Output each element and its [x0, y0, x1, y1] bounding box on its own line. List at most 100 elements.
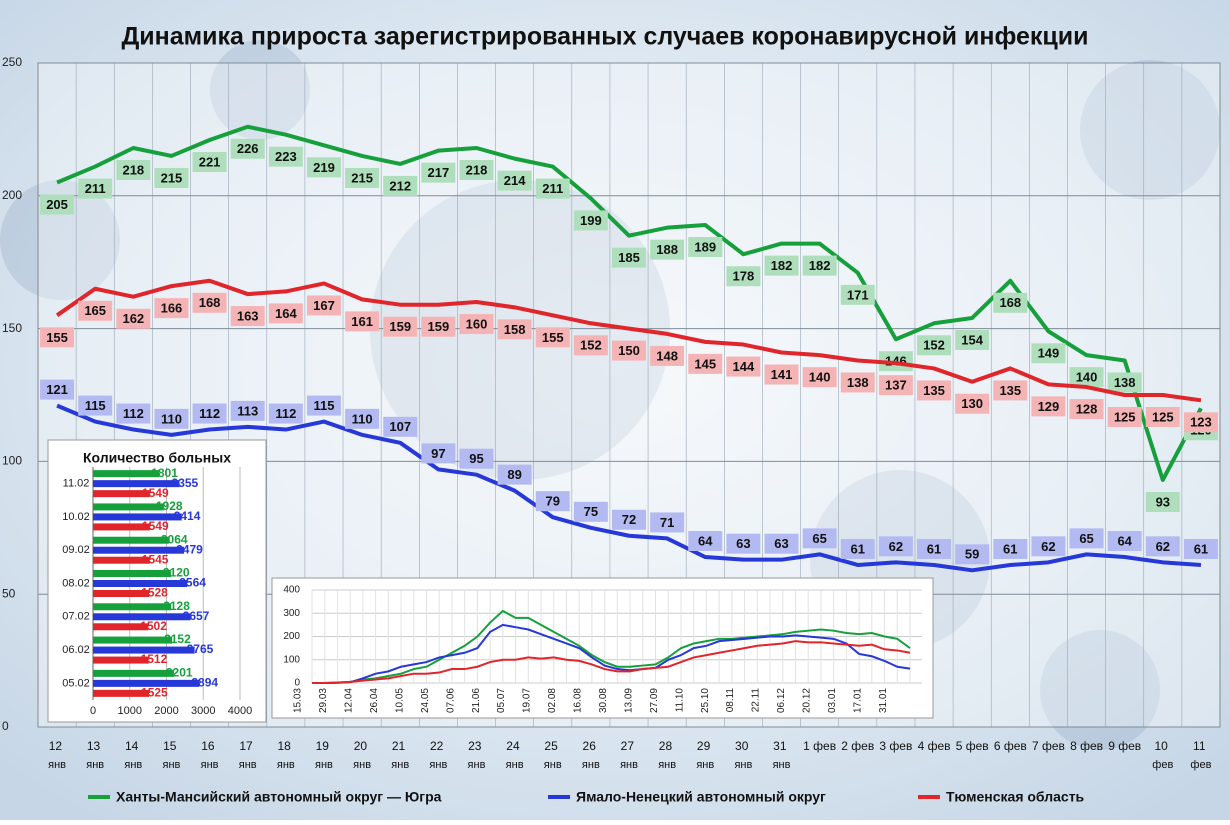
bar: [93, 646, 195, 654]
x-tick-label: 12.04: [344, 688, 355, 713]
data-label-bg: [650, 239, 685, 260]
data-label: 63: [774, 536, 788, 551]
data-label-box: [268, 146, 303, 167]
x-tick-label-line: янв: [734, 759, 752, 771]
y-tick-label: 400: [283, 585, 300, 596]
x-tick-label: 10.05: [394, 688, 405, 713]
x-tick-label-line: 27: [621, 739, 638, 753]
data-label-bg: [345, 408, 380, 429]
data-label-box: [840, 284, 875, 305]
series-line: [312, 623, 911, 684]
data-label-box: [1107, 407, 1142, 427]
data-label-bg: [306, 157, 341, 178]
data-label: 112: [123, 406, 144, 421]
bar: [93, 480, 180, 488]
x-tick-label-line: янв: [391, 759, 409, 771]
data-label: 112: [275, 406, 296, 421]
x-tick-label-line: янв: [658, 759, 676, 771]
x-tick-label-line: янв: [124, 759, 142, 771]
data-label: 165: [84, 303, 106, 318]
data-label-box: [1145, 536, 1180, 557]
data-label-bg: [192, 152, 227, 173]
data-label: 129: [1038, 399, 1060, 414]
data-label: 162: [122, 311, 144, 326]
data-label: 110: [161, 411, 182, 426]
data-label: 148: [656, 348, 678, 363]
data-label: 112: [199, 406, 220, 421]
data-label-bg: [116, 403, 151, 424]
data-label: 138: [1114, 375, 1136, 390]
bar: [93, 669, 174, 677]
data-label-bg: [726, 533, 761, 554]
bar: [93, 603, 172, 611]
data-label-bg: [878, 375, 913, 396]
data-label-bg: [383, 416, 418, 437]
x-tick-label: 9 фев: [1108, 739, 1141, 753]
bar: [93, 546, 185, 554]
data-label: 188: [656, 242, 678, 257]
data-label-bg: [993, 380, 1028, 401]
data-label: 159: [428, 319, 450, 334]
x-tick-label: 1000: [118, 705, 142, 717]
data-label-box: [650, 512, 685, 533]
data-label-box: [573, 501, 608, 522]
data-label-box: [764, 364, 799, 385]
bar: [93, 556, 150, 564]
x-tick-label-line: 12: [49, 739, 66, 753]
data-label-box: [878, 375, 913, 396]
x-tick-label: 13.09: [623, 688, 634, 713]
y-tick-label: 05.02: [62, 677, 90, 689]
x-tick-label: 11.10: [674, 688, 685, 713]
data-label-box: [40, 194, 75, 215]
data-label-bg: [955, 544, 990, 565]
x-tick-label-line: 25: [544, 739, 561, 753]
data-label: 164: [275, 306, 297, 321]
data-label-bg: [383, 175, 418, 196]
data-label-bg: [802, 528, 837, 549]
x-tick-label: 20 янв: [353, 739, 371, 771]
bar: [93, 636, 173, 644]
data-label-box: [345, 408, 380, 429]
data-label-box: [459, 314, 494, 335]
x-tick-label: 23 янв: [468, 739, 486, 771]
data-label: 79: [546, 494, 560, 509]
series-line: [55, 278, 1202, 403]
data-label-bg: [573, 501, 608, 522]
data-label-bg: [955, 329, 990, 350]
data-label-box: [268, 303, 303, 324]
data-label-bg: [993, 292, 1028, 313]
data-label-bg: [1031, 396, 1066, 417]
data-label: 221: [199, 154, 221, 169]
data-label-bg: [917, 538, 952, 559]
data-label-box: [497, 319, 532, 340]
data-label-box: [993, 538, 1028, 559]
y-tick-label: 200: [2, 188, 22, 202]
data-label: 2064: [161, 532, 188, 546]
data-label-box: [268, 403, 303, 424]
y-tick-label: 08.02: [62, 577, 90, 589]
data-label-bg: [78, 395, 113, 416]
data-label-box: [993, 292, 1028, 313]
data-label-bg: [802, 255, 837, 276]
y-tick-label: 11.02: [63, 478, 90, 490]
data-label: 135: [999, 383, 1021, 398]
data-label: 2201: [166, 666, 193, 680]
data-label: 107: [389, 419, 411, 434]
data-label: 71: [660, 515, 674, 530]
x-tick-label-line: янв: [468, 759, 486, 771]
data-label-box: [840, 372, 875, 393]
data-label: 217: [428, 165, 450, 180]
data-label-box: [573, 210, 608, 231]
x-tick-label: 29 янв: [696, 739, 714, 771]
x-tick-label-line: янв: [48, 759, 66, 771]
y-tick-label: 150: [2, 321, 22, 335]
data-label: 125: [1152, 409, 1174, 424]
data-label-box: [459, 448, 494, 469]
data-label: 168: [999, 295, 1021, 310]
data-label: 1801: [151, 466, 178, 480]
data-label: 65: [1079, 531, 1093, 546]
data-label-bg: [612, 340, 646, 361]
data-label: 223: [275, 149, 297, 164]
x-tick-label: 31 янв: [773, 739, 791, 771]
data-label: 123: [1190, 415, 1212, 430]
